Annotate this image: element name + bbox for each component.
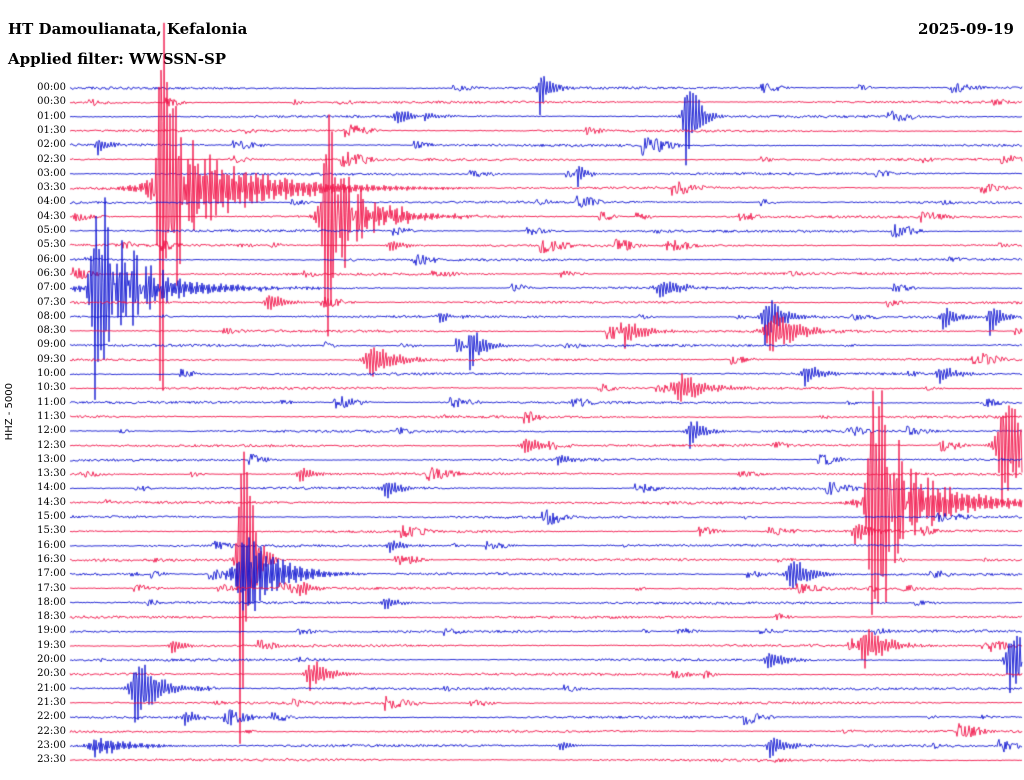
helicorder-page: HT Damoulianata, Kefalonia 2025-09-19 Ap… [0,0,1024,780]
seismogram-canvas [0,0,1024,780]
